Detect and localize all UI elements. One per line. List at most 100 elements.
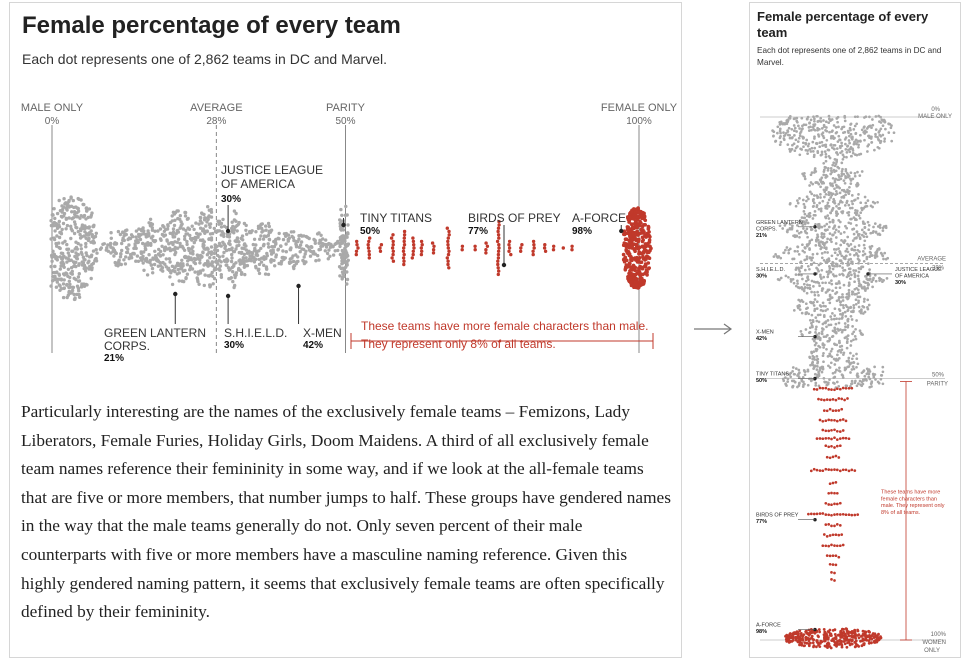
team-dot [817,332,821,335]
team-dot-more-female [837,640,841,643]
team-dot-more-female [846,630,849,634]
team-dot [807,312,811,316]
team-dot-more-female [507,243,511,247]
team-dot-more-female [844,639,847,642]
team-dot [841,167,844,171]
team-dot [843,322,847,325]
team-dot [805,117,809,121]
team-dot [782,134,786,138]
team-dot [866,306,869,309]
team-dot [57,219,61,224]
team-dot [68,285,72,289]
team-dot-more-female [818,386,822,390]
team-dot [833,363,837,366]
team-dot-more-female [643,262,648,266]
team-dot [823,195,826,199]
team-dot [64,227,68,231]
team-dot [65,223,70,228]
team-dot [812,280,816,284]
team-dot [798,308,802,311]
team-dot [185,263,190,267]
team-dot-more-female [631,263,636,268]
team-dot [201,268,205,272]
team-dot [826,214,830,217]
team-dot-more-female [821,428,825,432]
team-dot [308,254,313,258]
team-dot [62,286,66,291]
team-dot [844,224,847,228]
team-dot [215,244,219,248]
team-dot [845,151,849,154]
team-dot [791,257,794,261]
team-dot-more-female [802,644,806,648]
annotation-green-lantern-pct: 21% [756,233,767,239]
team-dot-more-female [460,244,465,248]
team-dot [822,275,826,279]
team-dot-more-female [432,244,436,248]
team-dot [788,222,792,226]
team-dot [61,264,66,268]
team-dot-more-female [828,482,832,486]
team-dot-more-female [818,512,822,515]
team-dot [156,258,160,262]
team-dot [850,206,854,210]
team-dot [868,255,872,259]
team-dot [835,264,839,268]
team-dot [338,274,342,278]
team-dot [831,163,835,167]
team-dot-more-female [485,244,490,248]
team-dot [801,277,804,281]
team-dot [62,211,67,216]
team-dot [790,227,794,231]
team-dot [859,211,863,215]
team-dot [345,277,350,282]
team-dot [798,132,802,135]
team-dot [841,329,845,332]
team-dot [70,272,74,276]
team-dot-more-female [354,252,358,257]
team-dot [199,216,203,220]
team-dot-more-female [628,240,632,245]
team-dot [831,312,834,315]
team-dot [841,293,844,296]
team-dot [818,145,822,149]
team-dot-more-female [412,243,416,247]
team-dot [198,258,202,262]
team-dot [232,249,237,254]
team-dot [853,280,856,284]
team-dot-more-female [830,418,833,422]
team-dot [853,335,857,338]
team-dot [774,253,777,256]
team-dot [814,142,818,145]
team-dot [141,241,145,246]
team-dot [808,256,812,259]
team-dot [818,336,822,340]
team-dot [853,174,857,178]
team-dot-more-female [484,248,488,252]
team-dot-more-female [367,256,371,260]
team-dot-more-female [841,418,845,421]
team-dot [828,130,831,134]
team-dot [843,310,847,314]
team-dot [830,209,834,212]
team-dot [813,210,817,213]
team-dot [185,242,189,247]
team-dot [881,365,885,369]
team-dot [298,250,302,254]
team-dot [841,266,844,270]
team-dot [91,224,96,229]
team-dot [141,226,145,230]
team-dot [873,254,877,257]
team-dot [870,381,873,385]
team-dot [828,281,831,285]
team-dot [821,301,825,305]
team-dot-more-female [420,243,424,247]
team-dot [178,226,182,230]
team-dot-more-female [629,229,633,233]
team-dot [853,381,857,385]
team-dot [813,309,816,313]
team-dot-more-female [850,634,853,638]
team-dot-more-female [826,646,829,649]
team-dot-more-female [823,639,826,643]
